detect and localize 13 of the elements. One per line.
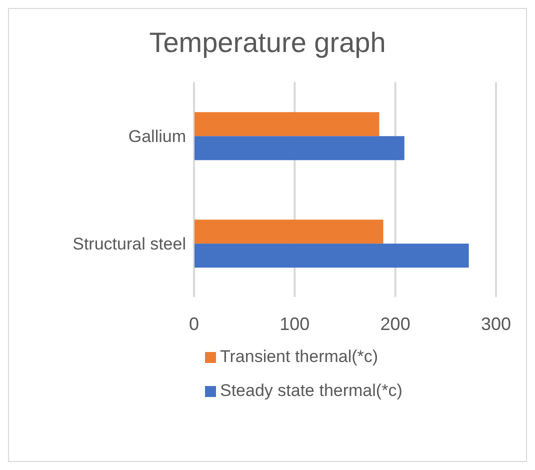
x-tick-label: 100	[280, 314, 310, 334]
chart-title: Temperature graph	[148, 27, 387, 60]
bar	[194, 136, 404, 160]
y-tick-label: Gallium	[128, 126, 186, 146]
bar	[194, 244, 469, 268]
x-tick-label: 200	[380, 314, 410, 334]
bar	[194, 112, 380, 136]
y-tick-label: Structural steel	[72, 234, 186, 254]
bar	[194, 220, 384, 244]
legend-label: Steady state thermal(*c)	[220, 381, 402, 401]
x-tick-label: 0	[188, 314, 200, 334]
legend-label: Transient thermal(*c)	[220, 347, 378, 367]
x-tick-label: 300	[480, 314, 512, 334]
